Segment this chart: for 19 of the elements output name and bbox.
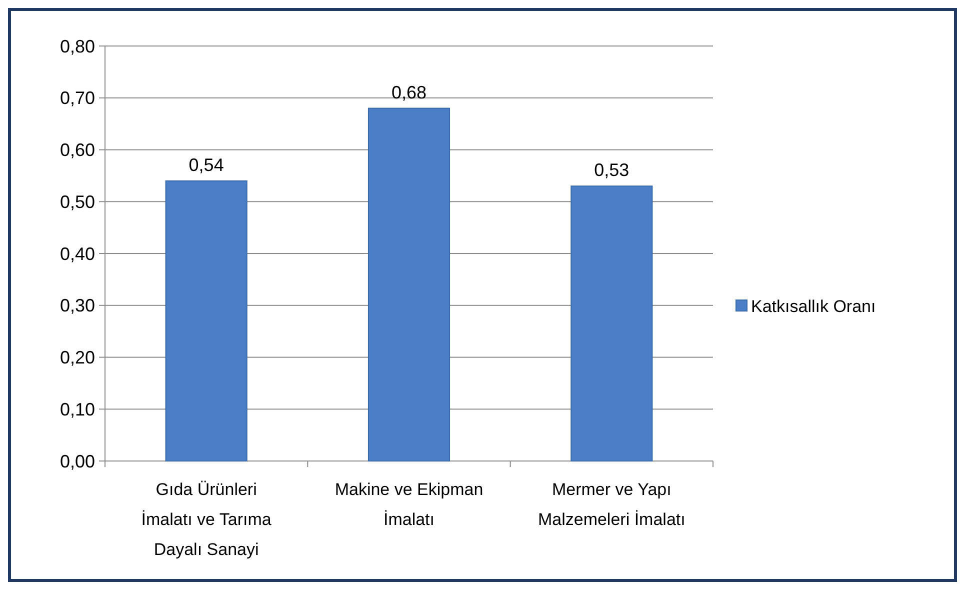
bar bbox=[368, 108, 450, 462]
y-tick-label: 0,10 bbox=[60, 399, 95, 420]
y-tick-label: 0,60 bbox=[60, 140, 95, 160]
y-tick-label: 0,20 bbox=[60, 348, 95, 368]
y-tick-label: 0,50 bbox=[60, 192, 95, 212]
data-label: 0,54 bbox=[188, 154, 224, 175]
bar bbox=[570, 186, 653, 462]
x-tick-label: Makine ve Ekipman İmalatı bbox=[334, 480, 484, 529]
data-label: 0,53 bbox=[594, 160, 630, 180]
bar bbox=[165, 180, 248, 462]
data-label: 0,68 bbox=[391, 82, 427, 102]
y-tick-label: 0,00 bbox=[60, 451, 95, 472]
y-tick-label: 0,70 bbox=[60, 88, 95, 108]
legend-label: Katkısallık Oranı bbox=[751, 296, 876, 316]
y-tick-label: 0,30 bbox=[60, 296, 95, 316]
y-tick-label: 0,80 bbox=[60, 36, 95, 56]
x-tick-label: Mermer ve Yapı Malzemeleri İmalatı bbox=[538, 480, 686, 529]
x-tick-label: Gıda Ürünleri İmalatı ve Tarıma Dayalı Sanayi bbox=[141, 480, 272, 559]
y-tick-label: 0,40 bbox=[60, 244, 95, 264]
